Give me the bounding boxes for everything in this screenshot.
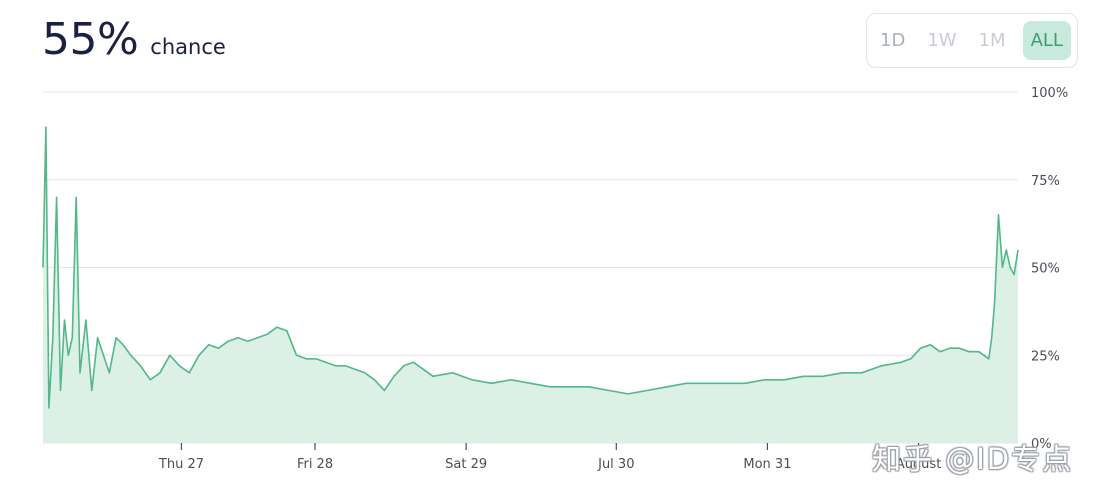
range-all-button[interactable]: ALL [1022,21,1071,60]
y-tick-label: 25% [1031,349,1060,364]
x-tick-label: August [896,457,942,472]
x-tick-label: Sat 29 [445,457,487,472]
range-selector: 1D 1W 1M ALL [866,13,1078,68]
headline: 55% chance [42,14,226,65]
x-tick-label: Thu 27 [158,457,204,472]
range-1w-button[interactable]: 1W [927,30,957,51]
y-tick-label: 50% [1031,262,1060,277]
chance-label: chance [150,35,226,59]
x-tick-label: Jul 30 [597,457,634,472]
range-1d-button[interactable]: 1D [880,30,906,51]
series-line [42,126,1019,409]
area-fill [43,127,1018,443]
watermark: 知乎 @ID专点 [872,442,1074,476]
y-tick-label: 0% [1031,437,1052,452]
x-tick-label: Fri 28 [297,457,333,472]
y-axis: 100% 75% 50% 25% 0% [1031,86,1068,452]
x-tick-label: Mon 31 [743,457,791,472]
percent-value: 55% [42,14,139,65]
y-tick-label: 100% [1031,86,1068,101]
y-tick-label: 75% [1031,174,1060,189]
range-1m-button[interactable]: 1M [978,30,1006,51]
x-axis: Thu 27 Fri 28 Sat 29 Jul 30 Mon 31 August [158,443,941,472]
